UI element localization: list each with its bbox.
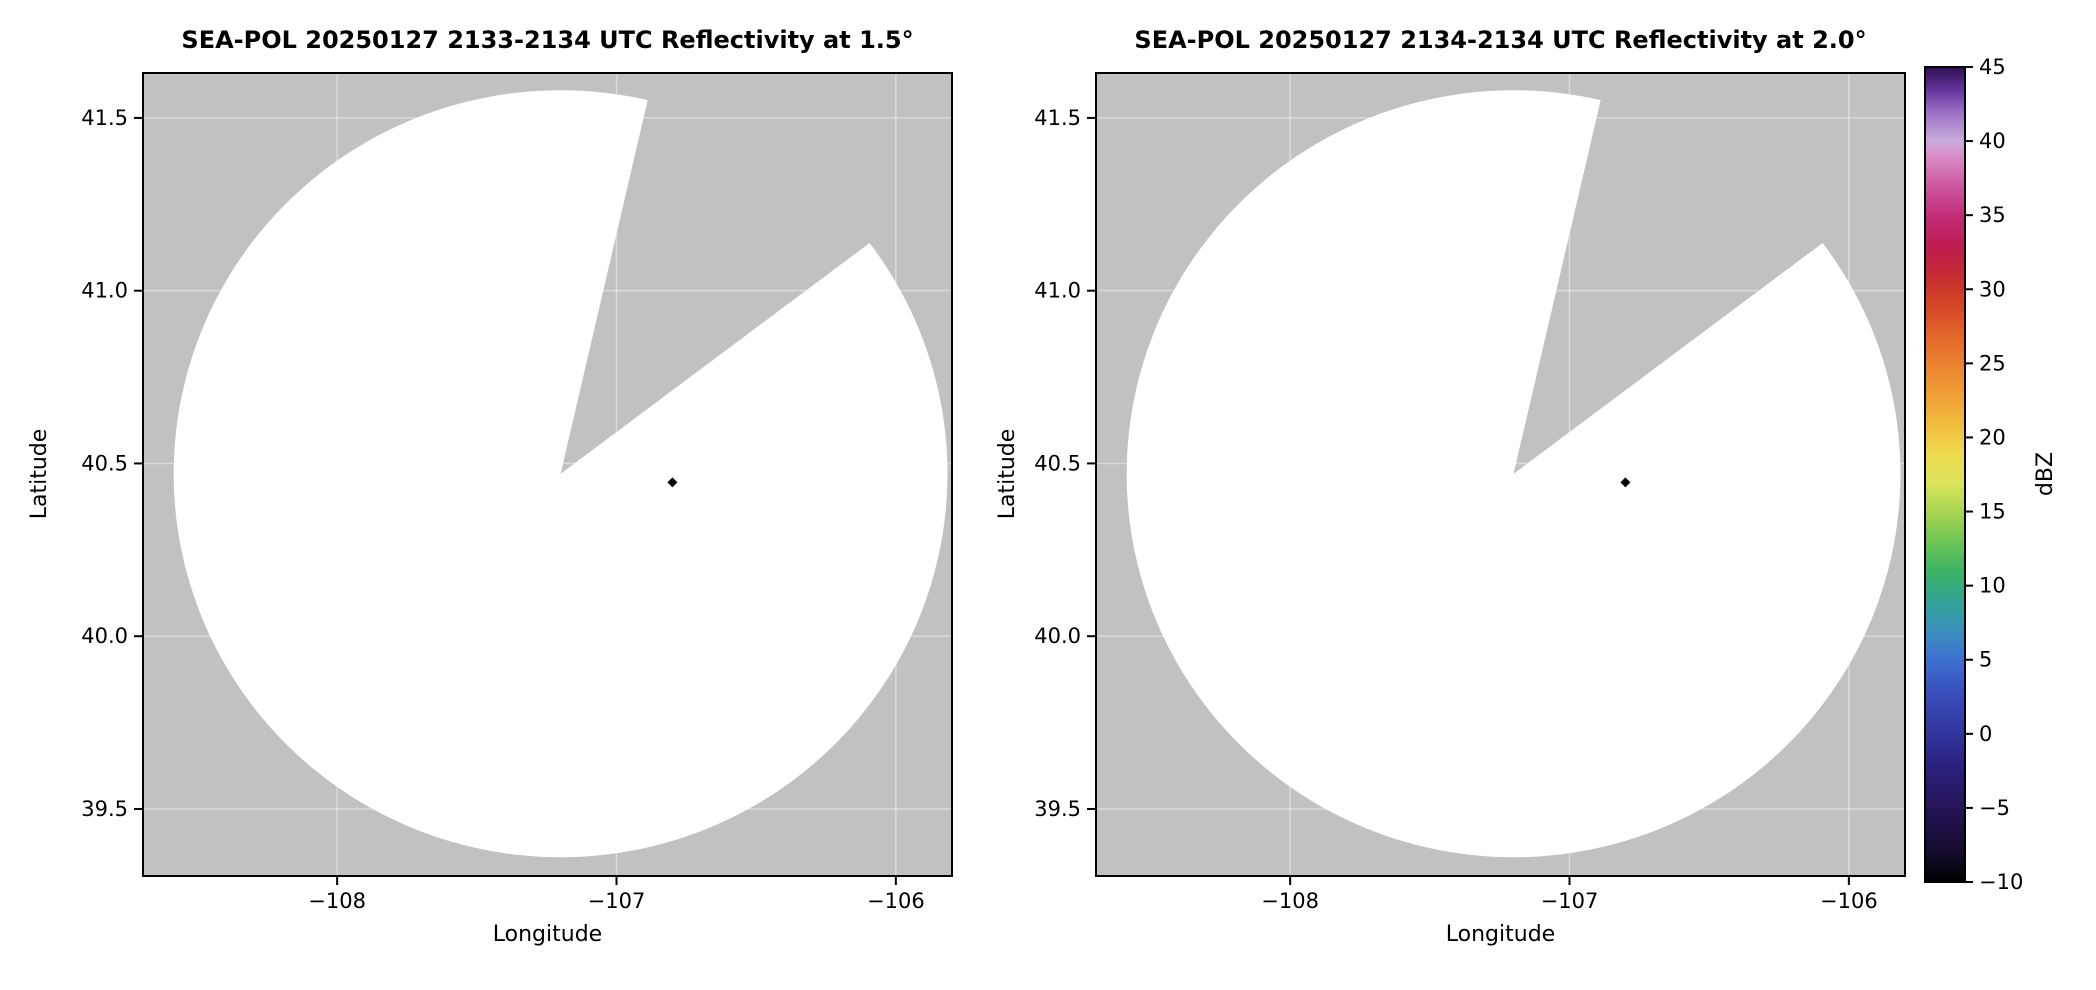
colorbar-tick-label: 25: [1979, 351, 2006, 375]
radar-coverage-area: [1126, 90, 1901, 858]
axes-border: [142, 72, 953, 877]
y-tick-label: 39.5: [81, 797, 128, 821]
y-tick-label: 41.5: [1034, 106, 1081, 130]
colorbar-tick-label: 10: [1979, 574, 2006, 598]
panel-2-plot: −108 −107 −106 39.5 40.0 40.5 41.0 41.5: [1034, 72, 1906, 913]
colorbar-tick-label: 5: [1979, 648, 1992, 672]
colorbar-tick-label: −10: [1979, 870, 2023, 894]
radar-coverage-area: [173, 90, 948, 858]
left-panel-xlabel: Longitude: [492, 922, 603, 947]
x-tick-label: −108: [1261, 889, 1319, 913]
y-tick-label: 40.0: [1034, 624, 1081, 648]
x-tick-label: −107: [1541, 889, 1599, 913]
colorbar-border: [1924, 66, 1966, 883]
right-panel-title: SEA-POL 20250127 2134-2134 UTC Reflectiv…: [1134, 26, 1867, 54]
x-tick-label: −107: [588, 889, 646, 913]
radar-echo-point: [667, 477, 678, 488]
y-tick-label: 40.5: [1034, 451, 1081, 475]
y-tick-label: 41.0: [1034, 279, 1081, 303]
colorbar-tick-label: 30: [1979, 277, 2006, 301]
right-panel-xlabel: Longitude: [1445, 922, 1556, 947]
colorbar-tick-label: 35: [1979, 203, 2006, 227]
colorbar-tick-label: 15: [1979, 500, 2006, 524]
x-tick-label: −106: [867, 889, 925, 913]
axes-border: [1095, 72, 1906, 877]
colorbar-label: dBZ: [2033, 451, 2058, 497]
y-tick-label: 40.0: [81, 624, 128, 648]
x-tick-label: −106: [1820, 889, 1878, 913]
left-panel-ylabel: Latitude: [27, 428, 52, 520]
panel-1-plot: −108 −107 −106 39.5 40.0 40.5 41.0 41.5: [81, 72, 953, 913]
y-tick-label: 41.5: [81, 106, 128, 130]
x-tick-label: −108: [308, 889, 366, 913]
colorbar-tick-label: 40: [1979, 129, 2006, 153]
y-tick-label: 40.5: [81, 451, 128, 475]
colorbar-tick-label: 45: [1979, 55, 2006, 79]
colorbar-tick-label: −5: [1979, 796, 2010, 820]
colorbar-tick-label: 20: [1979, 425, 2006, 449]
left-panel-title: SEA-POL 20250127 2133-2134 UTC Reflectiv…: [181, 26, 914, 54]
y-tick-label: 39.5: [1034, 797, 1081, 821]
radar-echo-point: [1620, 477, 1631, 488]
colorbar-gradient: [1925, 67, 1965, 882]
right-panel-ylabel: Latitude: [995, 428, 1020, 520]
y-tick-label: 41.0: [81, 279, 128, 303]
colorbar: −10 −5 0 5 10 15 20 25 30 35 40 45: [1924, 55, 2023, 894]
colorbar-tick-label: 0: [1979, 722, 1992, 746]
